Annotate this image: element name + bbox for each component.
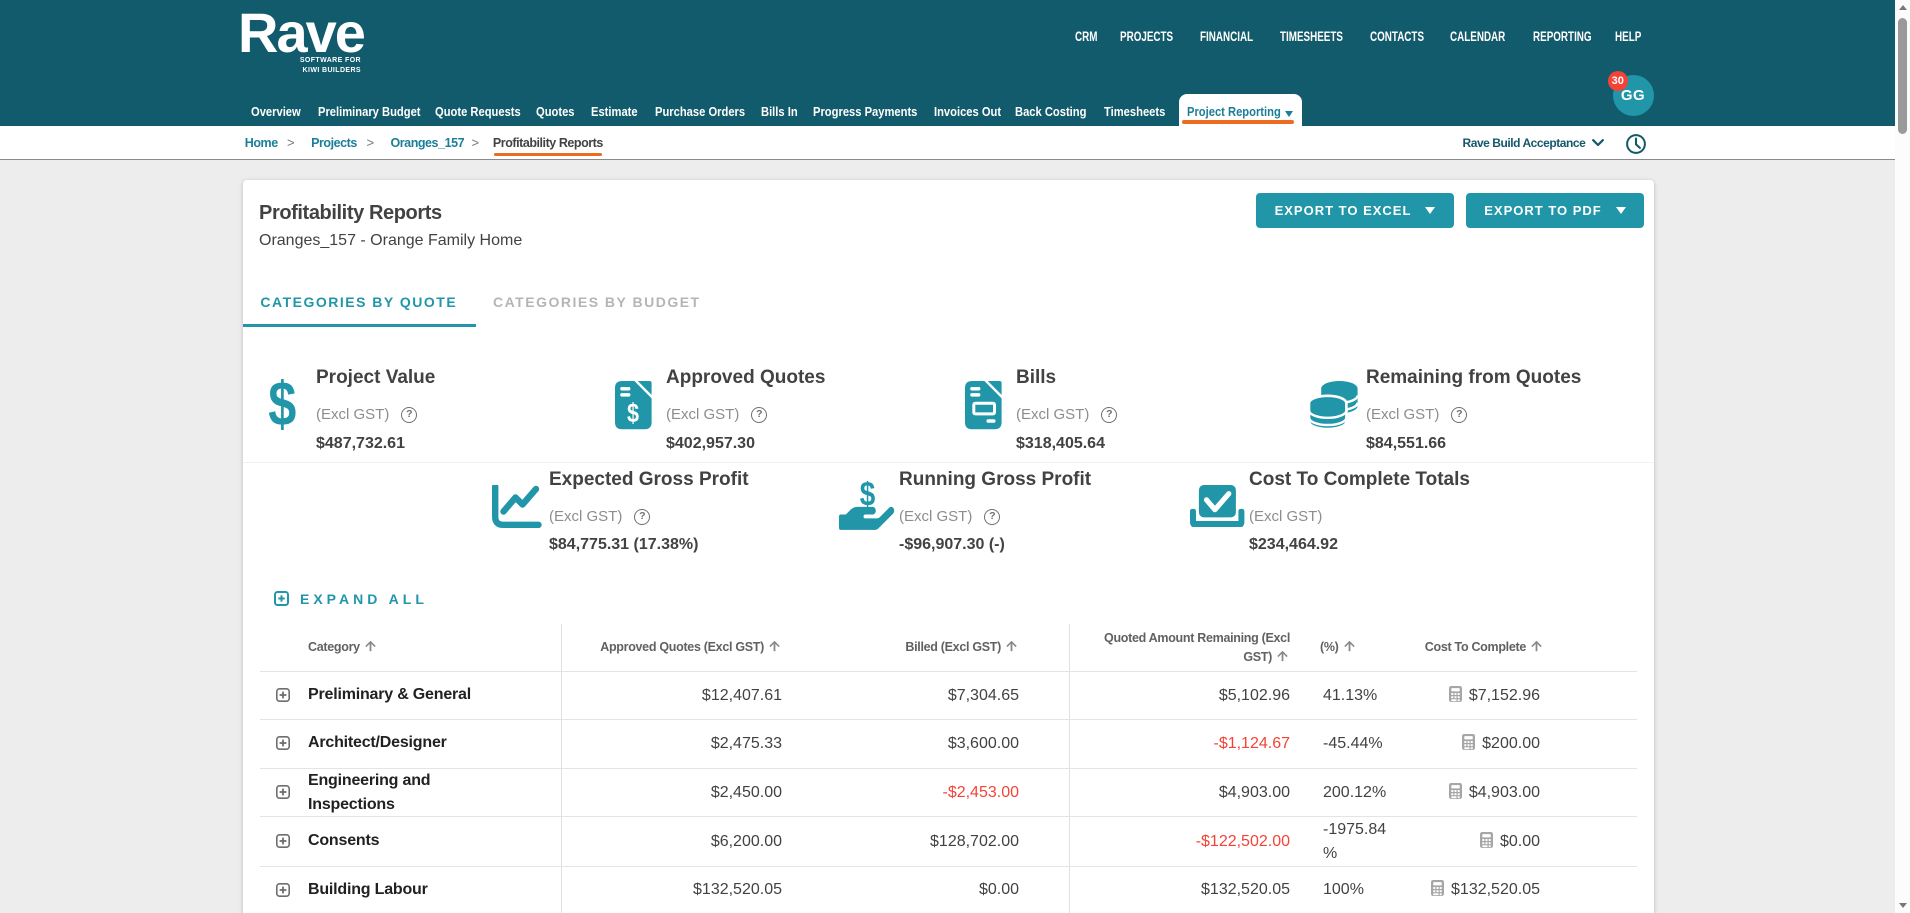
svg-text:$: $ [268, 379, 296, 435]
svg-text:$: $ [627, 398, 639, 428]
svg-text:$: $ [859, 481, 875, 513]
